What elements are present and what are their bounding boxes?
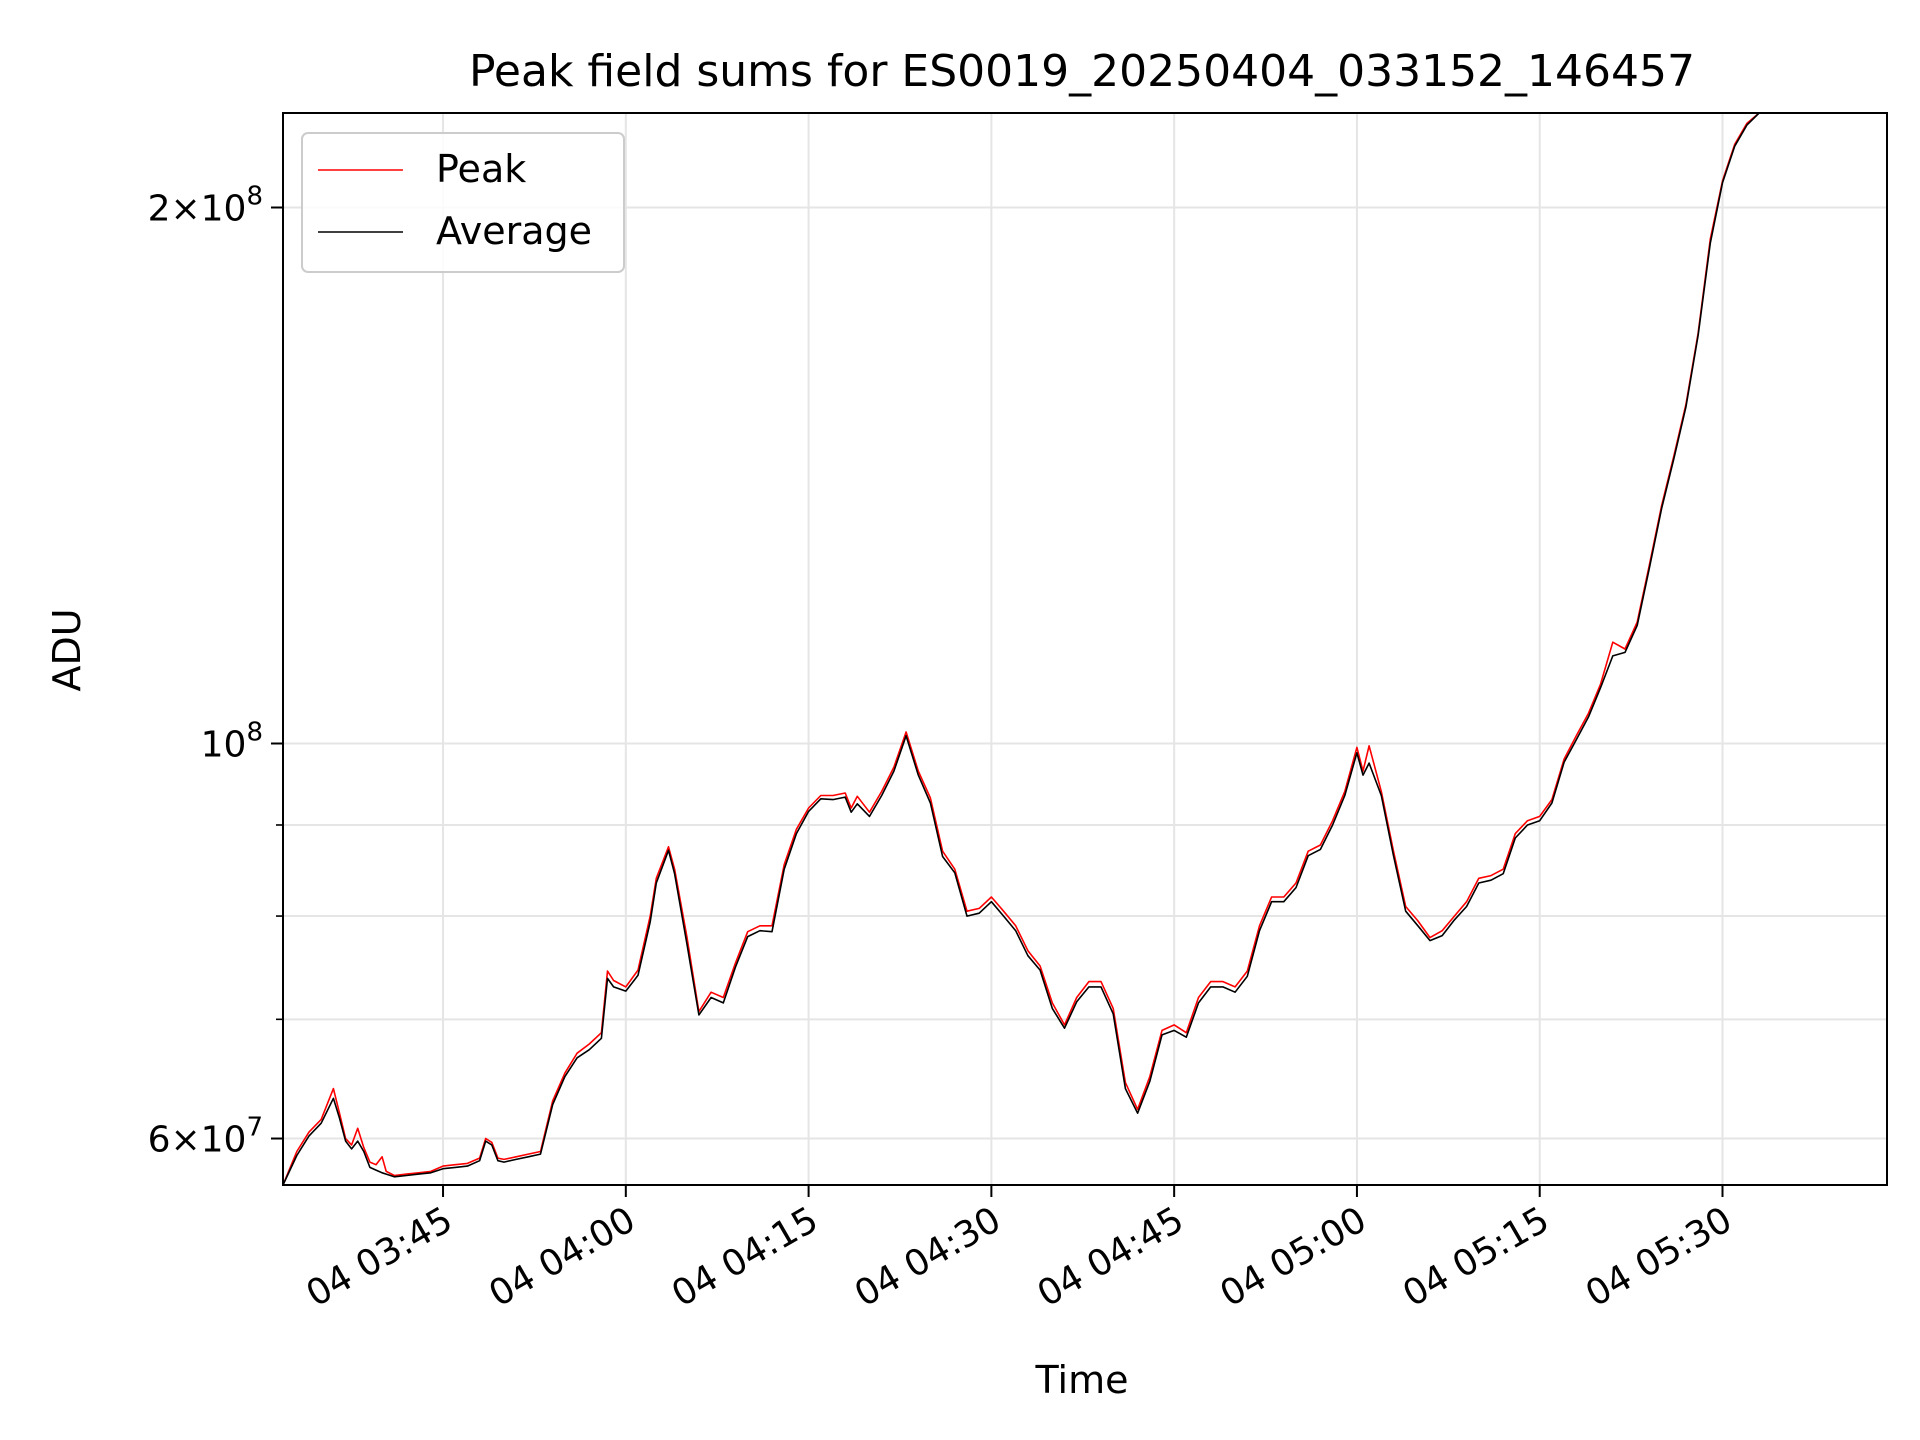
y-tick-label: 108 [201, 718, 263, 766]
y-tick-label: 2×108 [148, 182, 263, 230]
x-axis-label: Time [1035, 1358, 1129, 1402]
y-axis-label: ADU [45, 608, 89, 691]
axes-frame [282, 112, 1888, 1186]
y-tick-label: 6×107 [148, 1113, 263, 1161]
legend-box [301, 132, 625, 273]
series-line-average [283, 113, 1760, 1185]
chart-title: Peak field sums for ES0019_20250404_0331… [469, 46, 1695, 97]
y-axis: 6×107 108 2×108 [148, 182, 283, 1161]
legend-peak-label: Peak [436, 147, 526, 191]
legend: Peak Average [301, 132, 625, 273]
plot-layer [283, 113, 1760, 1185]
series-line-peak [283, 113, 1760, 1185]
grid-layer [283, 113, 1887, 1185]
legend-average-label: Average [436, 209, 592, 253]
